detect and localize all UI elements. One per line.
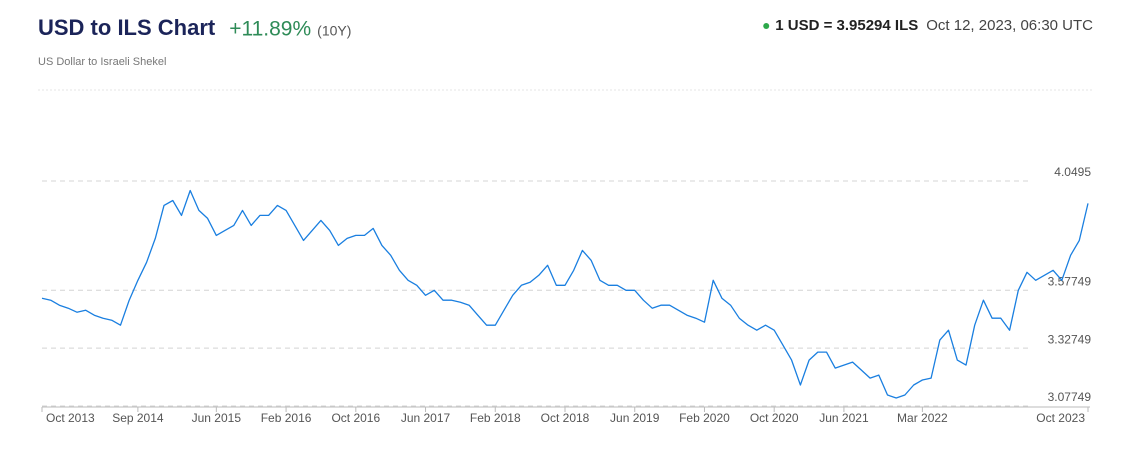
status-dot <box>763 23 770 29</box>
price-line <box>41 189 1089 399</box>
change: +11.89% <box>229 18 311 41</box>
chart-title: USD to ILS Chart <box>38 15 216 40</box>
x-tick-label: Oct 2023 <box>1036 411 1085 425</box>
x-tick-label: Jun 2017 <box>401 411 451 425</box>
x-tick-label: Feb 2020 <box>679 411 730 425</box>
x-tick-label: Oct 2018 <box>541 411 590 425</box>
y-tick-label: 4.0495 <box>1054 165 1091 179</box>
x-tick-label: Oct 2020 <box>750 411 799 425</box>
x-tick-label: Feb 2016 <box>261 411 312 425</box>
y-tick-label: 3.57749 <box>1048 274 1092 288</box>
x-tick-label: Jun 2015 <box>192 411 242 425</box>
timestamp: Oct 12, 2023, 06:30 UTC <box>926 17 1093 34</box>
period: (10Y) <box>317 23 351 39</box>
x-tick-label: Jun 2019 <box>610 411 660 425</box>
x-tick-label: Oct 2016 <box>331 411 380 425</box>
x-tick-label: Mar 2022 <box>897 411 948 425</box>
y-tick-label: 3.32749 <box>1048 332 1092 346</box>
subtitle: US Dollar to Israeli Shekel <box>38 56 166 68</box>
x-tick-label: Jun 2021 <box>819 411 869 425</box>
quote: 1 USD = 3.95294 ILS <box>775 17 918 34</box>
x-tick-label: Oct 2013 <box>46 411 95 425</box>
x-tick-label: Feb 2018 <box>470 411 521 425</box>
y-tick-label: 3.07749 <box>1048 390 1092 404</box>
x-tick-label: Sep 2014 <box>112 411 164 425</box>
